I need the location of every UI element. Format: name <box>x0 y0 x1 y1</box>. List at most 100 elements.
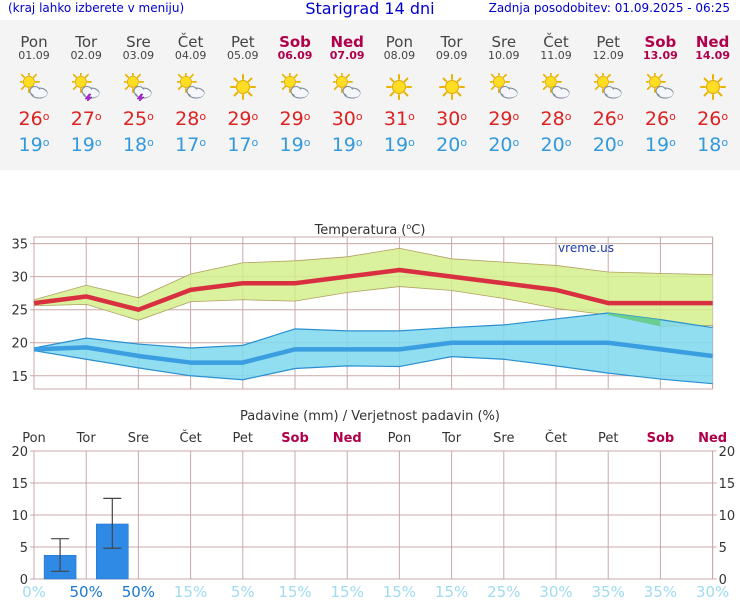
precipitation-y-tick-right: 20 <box>719 445 736 460</box>
day-name: Sre <box>126 33 151 51</box>
max-temperature: 29o <box>227 108 259 130</box>
day-column: Sob 06.09 29o 19o <box>269 20 321 155</box>
day-column: Čet 11.09 28o 20o <box>530 20 582 155</box>
temperature-y-tick: 25 <box>11 304 28 319</box>
precipitation-probability: 15% <box>331 583 364 600</box>
precipitation-y-tick-right: 15 <box>719 477 736 492</box>
precipitation-x-label: Tor <box>76 431 97 446</box>
max-temperature: 25o <box>122 108 154 130</box>
sun-cloud-icon <box>530 73 582 101</box>
day-date: 10.09 <box>488 49 520 62</box>
sun-icon-shape <box>646 73 667 93</box>
day-column: Ned 07.09 30o 19o <box>321 20 373 155</box>
precipitation-y-tick-right: 10 <box>719 509 736 524</box>
min-band-lower-edge <box>33 350 713 385</box>
precipitation-y-tick-left: 15 <box>11 477 28 492</box>
day-date: 07.09 <box>329 49 365 62</box>
watermark-vreme-us: vreme.us <box>558 241 614 255</box>
precipitation-x-label: Sre <box>128 431 149 446</box>
location-menu-link[interactable]: (kraj lahko izberete v meniju) <box>8 1 185 15</box>
day-name: Čet <box>177 33 204 51</box>
max-temperature: 29o <box>488 108 520 130</box>
day-column: Pon 01.09 26o 19o <box>8 20 60 155</box>
precipitation-probability: 50% <box>70 583 103 600</box>
min-band-upper-edge <box>33 312 713 349</box>
day-column: Sre 03.09 25o 18o <box>112 20 164 155</box>
sun-cloud-icon <box>8 73 60 101</box>
day-date: 03.09 <box>122 49 155 62</box>
temperature-y-tick: 30 <box>11 271 28 286</box>
day-column: Pet 12.09 26o 20o <box>582 20 634 155</box>
sun-icon-shape <box>438 74 465 100</box>
max-temperature: 28o <box>540 108 572 130</box>
day-column: Tor 09.09 30o 20o <box>426 20 478 155</box>
min-temperature: 19o <box>331 134 363 156</box>
sun-icon-shape <box>386 74 413 100</box>
min-temperature: 19o <box>18 134 50 156</box>
temperature-y-tick: 15 <box>11 370 28 385</box>
max-temperature: 26o <box>18 108 50 130</box>
max-temperature: 26o <box>697 108 729 130</box>
min-temperature: 20o <box>540 134 572 156</box>
day-name: Pon <box>20 33 48 51</box>
max-temperature: 30o <box>331 108 363 130</box>
precipitation-probability: 15% <box>278 583 311 600</box>
sun-cloud-icon <box>478 73 530 101</box>
sun-icon <box>373 73 425 101</box>
day-column: Sob 13.09 26o 19o <box>634 20 686 155</box>
min-temperature-line <box>33 340 713 365</box>
band-overlap-region <box>608 313 661 327</box>
max-temperature: 26o <box>644 108 676 130</box>
sun-icon <box>426 73 478 101</box>
precipitation-y-tick-right: 5 <box>719 541 727 556</box>
day-column: Pon 08.09 31o 19o <box>373 20 425 155</box>
day-date: 13.09 <box>642 49 678 62</box>
precipitation-probability: 35% <box>592 583 625 600</box>
day-name: Čet <box>543 33 569 51</box>
min-temperature: 20o <box>592 134 624 156</box>
precipitation-x-label: Pon <box>22 431 46 446</box>
day-column: Pet 05.09 29o 17o <box>217 20 269 155</box>
min-temperature: 19o <box>279 134 311 156</box>
sun-cloud-icon <box>321 73 373 101</box>
sun-icon-shape <box>281 73 301 93</box>
precipitation-chart-title: Padavine (mm) / Verjetnost padavin (%) <box>240 409 500 424</box>
precipitation-probability: 15% <box>383 583 416 600</box>
min-temperature: 19o <box>383 134 415 156</box>
max-temperature: 27o <box>70 108 102 130</box>
day-name: Ned <box>695 33 730 51</box>
min-temperature: 19o <box>644 134 676 156</box>
sun-icon-shape <box>699 74 726 100</box>
precipitation-x-label: Čet <box>180 430 202 446</box>
precipitation-y-tick-left: 10 <box>11 509 28 524</box>
precipitation-y-tick-right: 0 <box>719 573 727 588</box>
page-title: Starigrad 14 dni <box>305 0 435 18</box>
day-date: 01.09 <box>18 49 50 62</box>
precipitation-probability: 30% <box>696 583 729 600</box>
sun-icon-shape <box>489 73 510 93</box>
precipitation-x-label: Sre <box>493 431 514 446</box>
max-temperature-band-upper-edge <box>33 247 713 301</box>
day-date: 04.09 <box>174 49 207 62</box>
day-column: Tor 02.09 27o 19o <box>60 20 112 155</box>
sun-cloud-icon <box>269 73 321 101</box>
precipitation-probability: 35% <box>644 583 677 600</box>
sun-cloud-icon <box>582 73 634 101</box>
last-updated: Zadnja posodobitev: 01.09.2025 - 06:25 <box>488 1 730 15</box>
max-temperature-line <box>33 267 713 312</box>
day-column: Ned 14.09 26o 18o <box>687 20 739 155</box>
temperature-y-tick: 20 <box>11 337 28 352</box>
day-name: Sob <box>279 33 311 51</box>
min-temperature: 19o <box>70 134 102 156</box>
day-date: 02.09 <box>70 49 102 62</box>
precipitation-x-label: Čet <box>545 430 567 446</box>
precipitation-x-label: Ned <box>333 431 362 446</box>
precipitation-y-tick-left: 0 <box>20 573 28 588</box>
precipitation-probability: 50% <box>122 583 155 600</box>
day-name: Pon <box>385 33 413 51</box>
day-column: Čet 04.09 28o 17o <box>165 20 217 155</box>
precipitation-y-tick-left: 5 <box>20 541 28 556</box>
precipitation-probability: 5% <box>231 583 255 600</box>
precipitation-x-label: Sob <box>281 431 309 446</box>
